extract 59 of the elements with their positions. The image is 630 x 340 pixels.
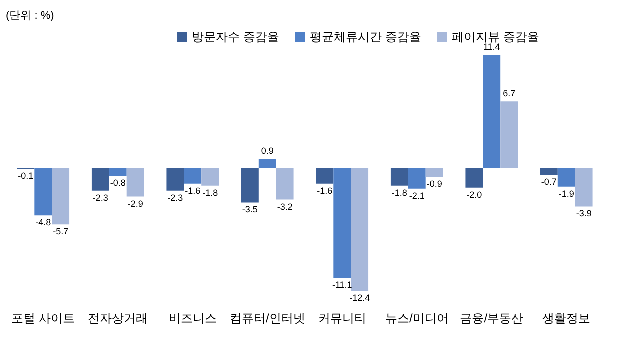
bar (351, 168, 369, 291)
bar (466, 168, 484, 188)
x-tick-label: 커뮤니티 (318, 312, 366, 326)
x-tick-label: 비즈니스 (168, 312, 217, 326)
data-label: -5.7 (53, 226, 69, 237)
data-label: -4.8 (36, 218, 52, 228)
bar (390, 168, 408, 186)
x-tick-label: 전자상거래 (88, 312, 148, 326)
data-label: -0.7 (541, 176, 557, 187)
data-label: -0.1 (18, 171, 34, 182)
bar (34, 168, 52, 216)
bar (276, 168, 294, 200)
bar (241, 168, 259, 203)
bar (334, 168, 352, 278)
data-label: -3.2 (277, 202, 293, 212)
x-tick-label: 생활정보 (542, 312, 591, 326)
legend-label: 평균체류시간 증감율 (310, 30, 422, 44)
bar (408, 168, 426, 189)
data-label: -1.6 (317, 186, 333, 196)
bar (52, 168, 70, 225)
data-label: -1.9 (558, 188, 574, 199)
bar (500, 102, 518, 168)
legend-label: 페이지뷰 증감율 (452, 30, 540, 44)
bar (316, 168, 334, 184)
data-label: -11.1 (332, 280, 352, 290)
data-label: -2.1 (409, 190, 425, 201)
bar (92, 168, 110, 191)
data-label: -2.3 (168, 192, 184, 203)
x-tick-label: 포털 사이트 (12, 312, 76, 326)
data-label: -3.9 (576, 208, 592, 219)
bar (202, 168, 220, 186)
data-label: -2.9 (128, 198, 144, 209)
bar (109, 168, 127, 176)
bar (258, 159, 276, 168)
data-label: 0.9 (261, 146, 274, 156)
data-label: -1.8 (392, 188, 408, 198)
data-label: -3.5 (242, 204, 258, 215)
data-label: -1.8 (202, 188, 218, 198)
bar (426, 168, 444, 177)
bar (540, 168, 558, 175)
bar (126, 168, 144, 197)
text: (단위 : %) (6, 10, 54, 22)
data-label: -12.4 (350, 293, 370, 303)
data-label: -1.6 (185, 186, 201, 196)
x-tick-label: 금융/부동산 (460, 312, 524, 326)
data-label: 11.4 (483, 42, 500, 52)
data-label: -2.0 (466, 190, 482, 200)
bar (166, 168, 184, 191)
x-tick-label: 컴퓨터/인터넷 (230, 312, 306, 326)
data-label: 6.7 (503, 88, 516, 99)
bar (184, 168, 202, 184)
bar (483, 55, 501, 168)
legend-label: 방문자수 증감율 (192, 30, 280, 44)
bar (575, 168, 593, 207)
x-tick-label: 뉴스/미디어 (385, 312, 449, 326)
data-label: -2.3 (92, 192, 108, 203)
data-label: -0.8 (110, 178, 126, 188)
data-label: -0.9 (426, 178, 442, 189)
bar (558, 168, 576, 187)
